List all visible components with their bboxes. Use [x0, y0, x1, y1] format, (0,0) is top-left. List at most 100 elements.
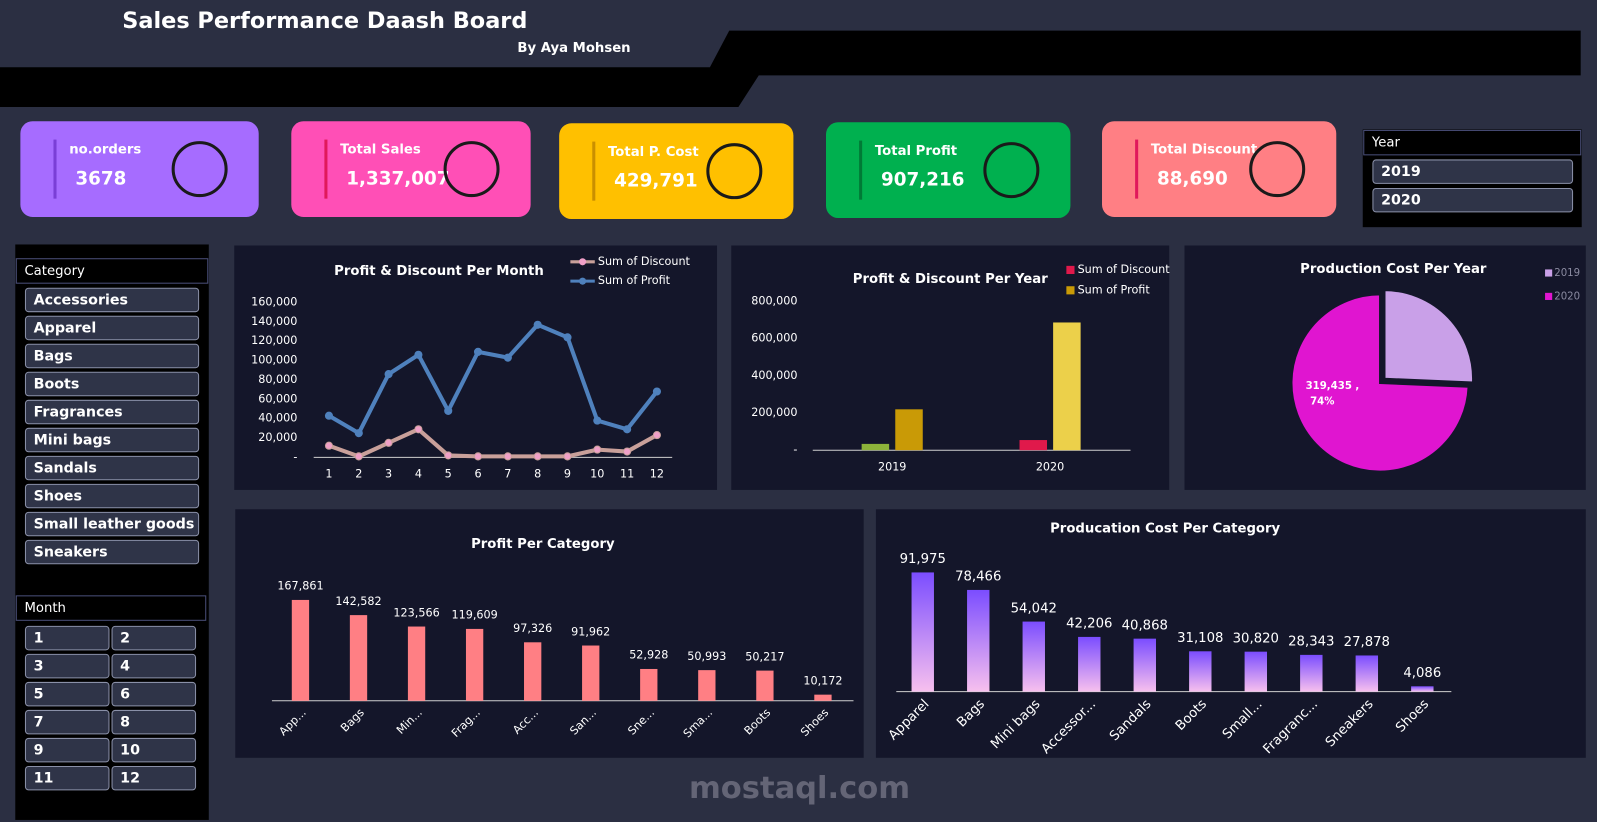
- slicer-item[interactable]: [24, 483, 200, 509]
- slicer-item-label[interactable]: Shoes: [34, 489, 82, 505]
- point: [444, 406, 453, 415]
- data-label: 78,466: [955, 570, 1001, 585]
- slicer-item-label[interactable]: 11: [34, 771, 54, 787]
- slicer-item[interactable]: [24, 653, 110, 679]
- slicer-item-label[interactable]: Sandals: [34, 461, 97, 477]
- data-label: 142,582: [335, 595, 381, 608]
- bar: [1019, 440, 1048, 451]
- y-tick-label: 200,000: [751, 406, 797, 419]
- slicer-item-label[interactable]: Apparel: [34, 321, 97, 337]
- slicer-item[interactable]: [111, 765, 197, 791]
- slicer-item-label[interactable]: 8: [120, 715, 130, 731]
- slicer-item-label[interactable]: Accessories: [34, 292, 128, 308]
- bar: [1053, 322, 1081, 451]
- x-tick-label: 2: [355, 468, 362, 481]
- slicer-item-label[interactable]: 2019: [1381, 164, 1421, 180]
- slicer-item[interactable]: [24, 287, 200, 313]
- legend-marker: [579, 277, 587, 285]
- x-tick-label: 9: [564, 468, 571, 481]
- data-label: 91,975: [900, 552, 946, 567]
- slicer-item[interactable]: [111, 737, 197, 763]
- y-tick-label: 20,000: [258, 431, 297, 444]
- panel: [731, 245, 1170, 490]
- slicer-item[interactable]: [24, 371, 200, 397]
- series-line: [328, 427, 658, 459]
- slicer-item[interactable]: [24, 455, 200, 481]
- point: [473, 347, 483, 356]
- slicer-item-label[interactable]: 4: [120, 659, 130, 675]
- slicer-item[interactable]: [24, 511, 200, 537]
- y-tick-label: 120,000: [251, 334, 297, 347]
- slicer-item-label[interactable]: 12: [120, 771, 140, 787]
- slicer-item-label[interactable]: Bags: [34, 349, 73, 365]
- slicer-item[interactable]: [24, 737, 110, 763]
- kpi-card: [559, 123, 794, 220]
- legend-label: Sum of Discount: [598, 255, 691, 268]
- slicer-item[interactable]: [24, 765, 110, 791]
- slicer-item[interactable]: [111, 653, 197, 679]
- x-tick-label: 4: [415, 468, 422, 481]
- kpi-icon: [443, 141, 500, 198]
- point: [533, 320, 542, 329]
- panel: [235, 509, 864, 758]
- kpi-value: 429,791: [614, 170, 697, 191]
- point: [444, 451, 453, 460]
- slicer-item[interactable]: [24, 427, 200, 453]
- slicer-item[interactable]: [24, 681, 110, 707]
- slicer-item-label[interactable]: 5: [34, 687, 44, 703]
- slicer-item-label[interactable]: 9: [34, 743, 44, 759]
- slicer-item[interactable]: [1372, 159, 1574, 184]
- bar: [1022, 621, 1045, 692]
- x-tick-label: 11: [620, 468, 634, 481]
- data-label: 28,343: [1288, 635, 1334, 650]
- slicer-item[interactable]: [24, 315, 200, 341]
- slicer-item-label[interactable]: Small leather goods: [34, 517, 195, 533]
- bar: [1355, 655, 1379, 692]
- bar: [291, 599, 310, 701]
- slicer-item[interactable]: [1372, 187, 1574, 213]
- bar: [698, 670, 716, 701]
- slicer-item[interactable]: [111, 681, 197, 707]
- slicer-item-label[interactable]: Fragrances: [34, 405, 123, 421]
- slicer-item-label[interactable]: Boots: [34, 377, 80, 393]
- slicer-item-label[interactable]: 1: [34, 631, 44, 647]
- data-label: 123,566: [393, 606, 439, 619]
- point: [414, 425, 423, 434]
- data-label: 91,962: [571, 625, 610, 638]
- slicer-item[interactable]: [24, 539, 200, 565]
- slicer-item[interactable]: [24, 343, 200, 369]
- point: [533, 452, 542, 461]
- data-label: 74%: [1310, 396, 1334, 407]
- slicer-item[interactable]: [24, 625, 110, 651]
- slicer-item-label[interactable]: 10: [120, 743, 140, 759]
- slicer-item-label[interactable]: 7: [34, 715, 44, 731]
- slicer-item-label[interactable]: Mini bags: [34, 433, 112, 449]
- slicer-item[interactable]: [111, 625, 197, 651]
- slicer-item-label[interactable]: 2020: [1381, 193, 1421, 209]
- point: [473, 452, 483, 461]
- bar: [465, 628, 484, 701]
- kpi-icon: [706, 143, 763, 200]
- x-tick-label: 2019: [878, 461, 906, 474]
- x-tick-label: 10: [590, 468, 604, 481]
- legend-label: Sum of Profit: [1078, 283, 1151, 296]
- bar: [967, 589, 990, 692]
- kpi-icon: [983, 142, 1040, 199]
- kpi-value: 907,216: [881, 169, 964, 190]
- bar: [524, 642, 542, 701]
- slicer-item-label[interactable]: 2: [120, 631, 130, 647]
- point: [563, 333, 572, 342]
- slicer-item-label[interactable]: 3: [34, 659, 44, 675]
- chart-title: Production Cost Per Year: [1300, 262, 1487, 277]
- kpi-label: no.orders: [69, 143, 141, 158]
- kpi-label: Total Sales: [340, 143, 421, 158]
- slicer-title: Year: [1371, 136, 1401, 151]
- slicer-item-label[interactable]: 6: [120, 687, 130, 703]
- kpi-value: 1,337,007: [346, 168, 449, 189]
- slicer-item[interactable]: [111, 709, 197, 735]
- slicer-item[interactable]: [24, 709, 110, 735]
- legend-label: Sum of Discount: [1078, 263, 1171, 276]
- slicer-item-label[interactable]: Sneakers: [34, 545, 108, 561]
- slicer-item[interactable]: [24, 399, 200, 425]
